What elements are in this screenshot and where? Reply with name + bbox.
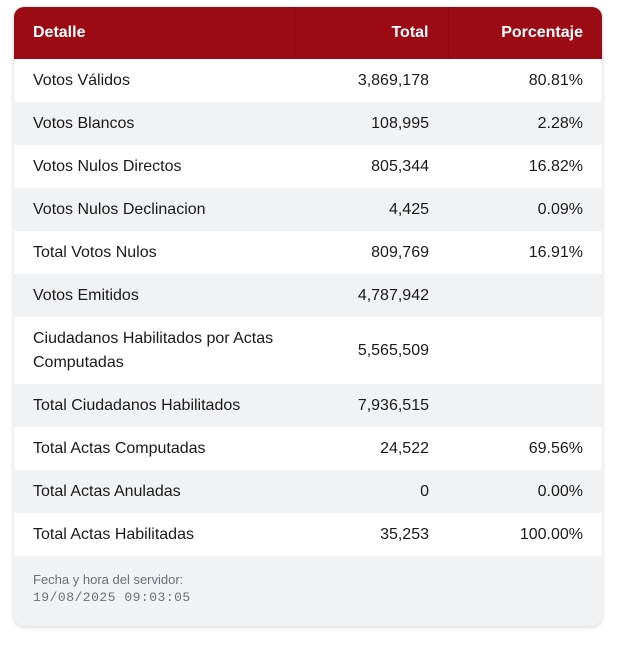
table-row: Ciudadanos Habilitados por Actas Computa…: [14, 317, 602, 384]
table-row: Total Actas Anuladas 0 0.00%: [14, 470, 602, 513]
row-porcentaje: 69.56%: [528, 439, 583, 457]
row-total: 805,344: [371, 157, 429, 175]
column-header-porcentaje: Porcentaje: [447, 7, 602, 59]
table-row: Votos Válidos 3,869,178 80.81%: [14, 59, 602, 102]
row-total: 24,522: [380, 439, 429, 457]
row-total: 4,425: [388, 200, 429, 218]
table-row: Total Ciudadanos Habilitados 7,936,515: [14, 384, 602, 427]
row-porcentaje: 80.81%: [528, 71, 583, 89]
row-detalle: Total Actas Computadas: [33, 439, 206, 457]
row-porcentaje: 2.28%: [537, 114, 583, 132]
row-porcentaje: 0.09%: [537, 200, 583, 218]
table-row: Votos Nulos Directos 805,344 16.82%: [14, 145, 602, 188]
table-header-row: Detalle Total Porcentaje: [14, 7, 602, 59]
row-detalle: Votos Emitidos: [33, 286, 139, 304]
row-detalle: Votos Válidos: [33, 71, 130, 89]
server-time-label: Fecha y hora del servidor:: [33, 572, 184, 587]
row-porcentaje: [448, 384, 602, 427]
row-porcentaje: 0.00%: [537, 482, 583, 500]
table-row: Votos Nulos Declinacion 4,425 0.09%: [14, 188, 602, 231]
row-total: 3,869,178: [357, 71, 429, 89]
table-row: Votos Blancos 108,995 2.28%: [14, 102, 602, 145]
column-header-total: Total: [293, 7, 448, 59]
row-detalle: Votos Nulos Directos: [33, 157, 182, 175]
row-total: 5,565,509: [357, 341, 429, 359]
row-total: 7,936,515: [357, 396, 429, 414]
results-card: Detalle Total Porcentaje Votos Válidos 3…: [14, 7, 602, 626]
row-detalle: Total Ciudadanos Habilitados: [33, 396, 241, 414]
table-row: Total Actas Habilitadas 35,253 100.00%: [14, 513, 602, 556]
row-detalle: Ciudadanos Habilitados por Actas Computa…: [33, 329, 274, 371]
row-porcentaje: 100.00%: [519, 525, 583, 543]
row-total: 35,253: [380, 525, 429, 543]
row-total: 0: [420, 482, 429, 500]
column-header-detalle: Detalle: [33, 24, 86, 41]
server-timestamp: 19/08/2025 09:03:05: [33, 590, 191, 605]
results-table: Detalle Total Porcentaje Votos Válidos 3…: [14, 7, 602, 556]
row-porcentaje: 16.91%: [528, 243, 583, 261]
row-porcentaje: 16.82%: [528, 157, 583, 175]
row-detalle: Votos Blancos: [33, 114, 135, 132]
row-porcentaje: [448, 274, 602, 317]
row-total: 108,995: [371, 114, 429, 132]
row-detalle: Total Votos Nulos: [33, 243, 157, 261]
server-time-footer: Fecha y hora del servidor: 19/08/2025 09…: [14, 556, 602, 605]
row-total: 809,769: [371, 243, 429, 261]
table-row: Total Actas Computadas 24,522 69.56%: [14, 427, 602, 470]
row-detalle: Total Actas Anuladas: [33, 482, 181, 500]
table-row: Votos Emitidos 4,787,942: [14, 274, 602, 317]
row-detalle: Votos Nulos Declinacion: [33, 200, 206, 218]
row-detalle: Total Actas Habilitadas: [33, 525, 194, 543]
table-row: Total Votos Nulos 809,769 16.91%: [14, 231, 602, 274]
row-porcentaje: [448, 317, 602, 384]
row-total: 4,787,942: [357, 286, 429, 304]
